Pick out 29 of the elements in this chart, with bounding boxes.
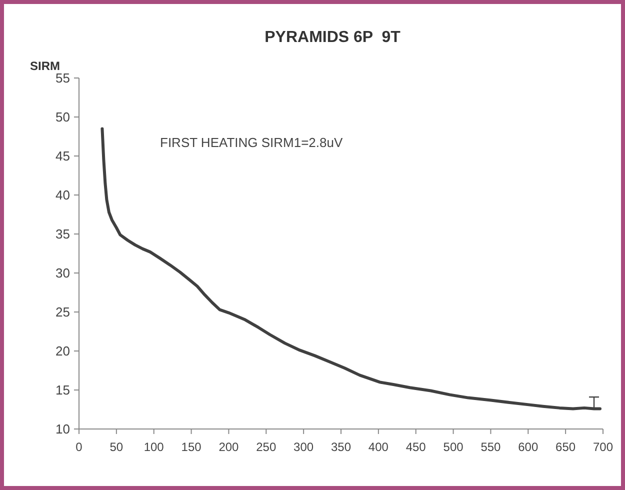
x-tick-label: 650 <box>556 440 576 454</box>
x-tick-label: 550 <box>480 440 502 454</box>
y-tick-label: 35 <box>56 226 70 242</box>
x-tick-label: 400 <box>368 440 389 454</box>
y-tick-label: 25 <box>56 304 70 320</box>
x-tick-label: 0 <box>76 440 83 454</box>
x-tick-label: 450 <box>406 440 426 454</box>
annotation: FIRST HEATING SIRM1=2.8uV <box>160 135 343 150</box>
y-tick-label: 10 <box>56 422 70 437</box>
chart-title: PYRAMIDS 6P 9T <box>264 29 401 46</box>
x-tick-label: 350 <box>330 440 352 454</box>
x-tick-label: 200 <box>218 440 240 454</box>
line-series <box>100 127 602 410</box>
x-tick-label: 700 <box>592 440 614 454</box>
x-tick-label: 250 <box>256 440 276 454</box>
y-tick-label: 40 <box>56 188 70 203</box>
x-tick-label: 150 <box>181 440 202 454</box>
y-tick-label: 15 <box>56 382 70 398</box>
y-tick-label: 55 <box>56 70 70 86</box>
x-tick-label: 300 <box>294 440 314 454</box>
x-tick-label: 600 <box>518 440 538 454</box>
y-tick-label: 50 <box>56 110 70 125</box>
y-tick-label: 30 <box>56 266 70 281</box>
x-tick-label: 500 <box>443 440 464 454</box>
x-tick-label: 50 <box>110 440 124 454</box>
y-tick-label: 20 <box>56 344 70 359</box>
x-tick-label: 100 <box>144 440 164 454</box>
y-axis-title: SIRM <box>30 59 60 73</box>
y-tick-label: 45 <box>56 148 70 164</box>
